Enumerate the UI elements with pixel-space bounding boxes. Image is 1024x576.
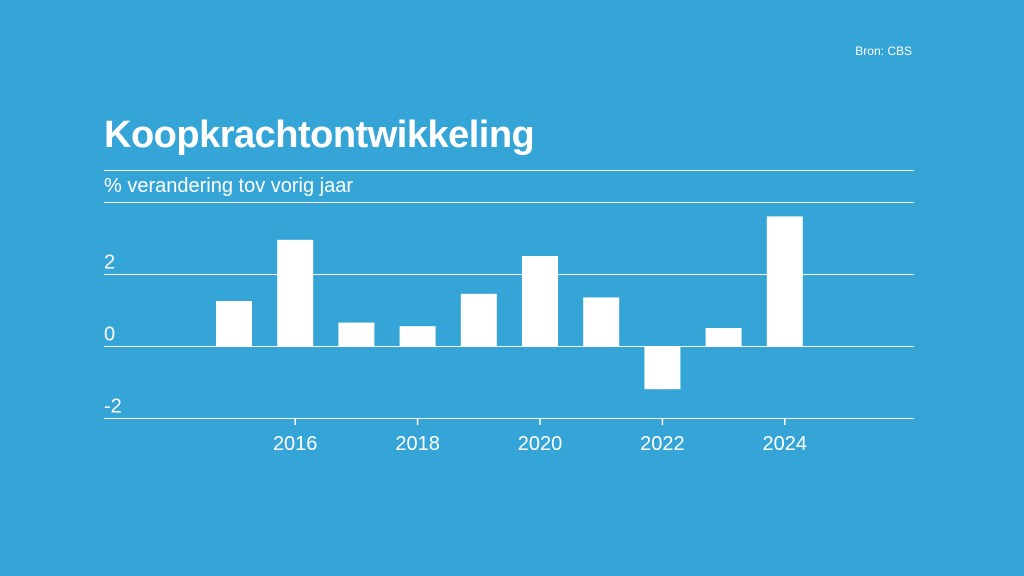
bar xyxy=(705,328,742,346)
bar xyxy=(399,326,436,346)
y-tick-label: -2 xyxy=(104,396,122,418)
bar xyxy=(460,293,497,346)
source-label: Bron: CBS xyxy=(855,44,912,58)
x-tick-label: 2020 xyxy=(518,433,563,455)
x-tick-label: 2018 xyxy=(395,433,440,455)
chart-subtitle: % verandering tov vorig jaar xyxy=(104,175,354,197)
x-tick-label: 2024 xyxy=(763,433,808,455)
bar xyxy=(766,216,803,346)
chart-title: Koopkrachtontwikkeling xyxy=(104,114,535,156)
bar xyxy=(216,301,252,346)
bar xyxy=(522,256,558,346)
bar xyxy=(644,346,681,390)
bar xyxy=(277,239,314,346)
bar xyxy=(338,322,375,346)
x-tick-label: 2022 xyxy=(640,433,685,455)
bar xyxy=(583,297,620,346)
title-rule xyxy=(104,170,914,171)
y-tick-label: 2 xyxy=(104,252,115,274)
y-tick-label: 0 xyxy=(104,324,115,346)
x-tick-label: 2016 xyxy=(273,433,318,455)
